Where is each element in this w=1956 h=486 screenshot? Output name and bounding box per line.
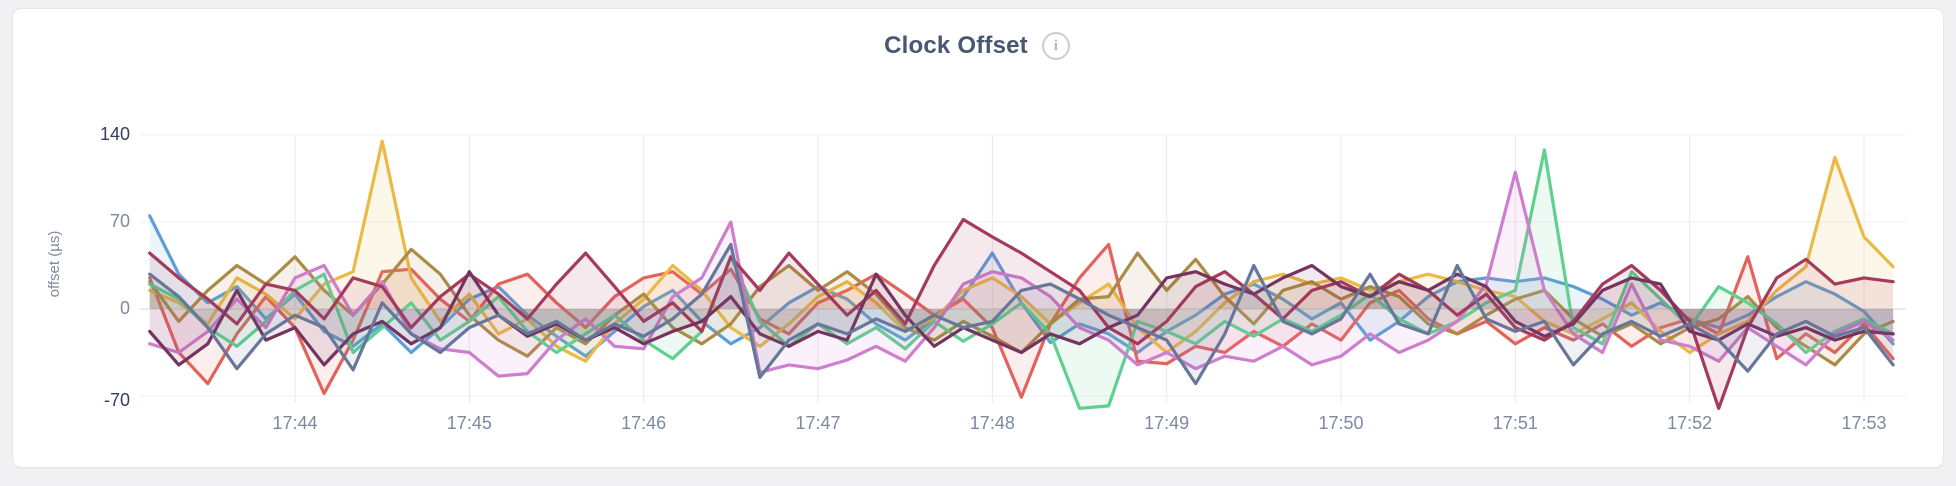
series-area-series-9: [149, 244, 1894, 384]
series-line-series-7: [148, 217, 1895, 410]
series-line-series-5: [148, 148, 1895, 410]
series-area-series-4: [149, 249, 1894, 365]
chart-header: Clock Offset i: [12, 28, 1942, 64]
series-area-series-2: [149, 244, 1894, 398]
series-line-series-3: [148, 139, 1895, 363]
series-line-series-9: [148, 242, 1895, 386]
info-icon[interactable]: i: [1041, 32, 1070, 60]
series-area-series-6: [149, 172, 1894, 377]
series-lines: [148, 139, 1895, 410]
chart-panel: [12, 8, 1944, 468]
series-line-series-6: [148, 170, 1895, 378]
series-area-series-5: [149, 149, 1894, 409]
series-line-series-2: [148, 242, 1895, 399]
series-area-series-3: [149, 141, 1894, 362]
chart-title: Clock Offset: [884, 32, 1028, 59]
series-area-series-7: [149, 219, 1894, 409]
series-line-series-8: [148, 263, 1895, 367]
series-area-series-1: [149, 215, 1894, 357]
